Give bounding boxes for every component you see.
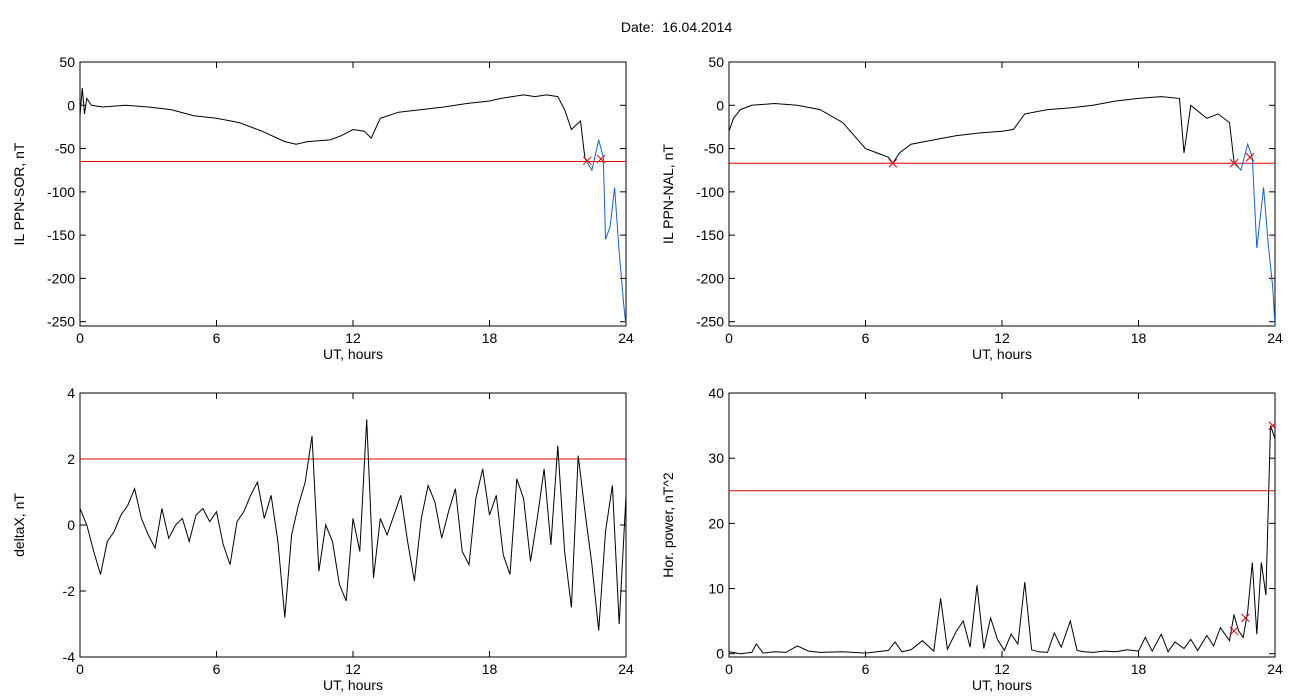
plot-area bbox=[80, 87, 626, 326]
y-tick-label: 30 bbox=[708, 450, 724, 466]
x-tick-label: 0 bbox=[76, 330, 84, 346]
y-tick-label: 50 bbox=[59, 54, 75, 70]
event-marker bbox=[1229, 626, 1239, 636]
x-tick-label: 18 bbox=[482, 661, 498, 677]
x-tick-label: 12 bbox=[994, 330, 1010, 346]
y-tick-label: 40 bbox=[708, 385, 724, 401]
x-tick-label: 6 bbox=[213, 330, 221, 346]
x-tick-label: 0 bbox=[725, 661, 733, 677]
series-line bbox=[80, 419, 626, 631]
date-title: Date: 16.04.2014 bbox=[0, 19, 1300, 35]
y-tick-label: -200 bbox=[696, 270, 724, 286]
x-tick-label: 0 bbox=[725, 330, 733, 346]
x-tick-label: 18 bbox=[1131, 330, 1147, 346]
y-axis-label: IL PPN-NAL, nT bbox=[660, 144, 676, 244]
panel-3: 0 6 12 18 24 4 2 0 -2 -4 UT, hours deltaX, nT bbox=[11, 385, 634, 693]
date-label: Date: bbox=[620, 19, 655, 35]
y-tick-label: 20 bbox=[708, 515, 724, 531]
y-tick-label: 10 bbox=[708, 581, 724, 597]
x-tick-label: 18 bbox=[482, 330, 498, 346]
y-tick-label: -200 bbox=[47, 270, 75, 286]
panel-2: 0 6 12 18 24 50 0 -50 -100 -150 -200 -250 UT, hours I… bbox=[660, 54, 1283, 362]
x-tick-label: 0 bbox=[76, 661, 84, 677]
date-value: 16.04.2014 bbox=[662, 19, 733, 35]
event-marker bbox=[1268, 421, 1275, 430]
x-tick-label: 6 bbox=[862, 330, 870, 346]
series-line bbox=[1233, 142, 1275, 326]
event-marker-stroke bbox=[582, 156, 592, 166]
x-tick-label: 6 bbox=[862, 661, 870, 677]
plot-frame bbox=[728, 392, 1276, 658]
event-marker bbox=[582, 156, 592, 166]
x-axis-label: UT, hours bbox=[323, 677, 383, 693]
y-tick-label: 0 bbox=[716, 646, 724, 662]
plot-area bbox=[729, 96, 1275, 326]
x-tick-label: 12 bbox=[345, 661, 361, 677]
series-line bbox=[584, 139, 626, 326]
panel-4: 0 6 12 18 24 40 30 20 10 0 UT, hours Hor. power, nT… bbox=[660, 385, 1283, 693]
x-axis-label: UT, hours bbox=[972, 677, 1032, 693]
y-tick-label: -250 bbox=[47, 314, 75, 330]
y-tick-label: -2 bbox=[63, 583, 76, 599]
panel-1: 0 6 12 18 24 50 0 -50 -100 -150 -200 -250 UT, hours I… bbox=[11, 54, 634, 362]
event-marker bbox=[1229, 158, 1239, 168]
y-tick-label: -50 bbox=[55, 141, 75, 157]
y-axis-label: IL PPN-SOR, nT bbox=[11, 142, 27, 245]
event-marker-stroke bbox=[1268, 422, 1275, 430]
plot-area bbox=[729, 421, 1275, 655]
x-tick-label: 24 bbox=[1267, 330, 1283, 346]
x-axis-label: UT, hours bbox=[972, 346, 1032, 362]
series-line bbox=[729, 96, 1235, 165]
y-axis-label: deltaX, nT bbox=[11, 493, 27, 557]
x-tick-label: 24 bbox=[1267, 661, 1283, 677]
y-tick-label: 50 bbox=[708, 54, 724, 70]
event-marker-stroke bbox=[888, 158, 898, 168]
x-tick-label: 24 bbox=[618, 661, 634, 677]
x-tick-label: 24 bbox=[618, 330, 634, 346]
event-marker bbox=[1245, 152, 1255, 162]
plot-area bbox=[80, 419, 626, 631]
event-marker bbox=[888, 158, 898, 168]
y-tick-label: -150 bbox=[47, 227, 75, 243]
event-marker bbox=[596, 154, 606, 164]
y-tick-label: 0 bbox=[67, 97, 75, 113]
y-tick-label: -250 bbox=[696, 314, 724, 330]
y-tick-label: 4 bbox=[67, 385, 75, 401]
event-marker-stroke bbox=[596, 154, 606, 164]
y-tick-label: -100 bbox=[696, 184, 724, 200]
x-tick-label: 18 bbox=[1131, 661, 1147, 677]
event-marker-stroke bbox=[1229, 626, 1239, 636]
event-marker-stroke bbox=[1245, 152, 1255, 162]
x-tick-label: 6 bbox=[213, 661, 221, 677]
y-tick-label: -4 bbox=[63, 649, 76, 665]
y-tick-label: -150 bbox=[696, 227, 724, 243]
event-marker bbox=[1241, 613, 1250, 623]
series-line bbox=[80, 87, 586, 159]
x-tick-label: 12 bbox=[994, 661, 1010, 677]
y-tick-label: 0 bbox=[716, 97, 724, 113]
y-tick-label: 2 bbox=[67, 451, 75, 467]
event-marker-stroke bbox=[1229, 158, 1239, 168]
x-axis-label: UT, hours bbox=[323, 346, 383, 362]
plot-frame bbox=[79, 61, 627, 327]
series-line bbox=[729, 425, 1275, 655]
x-tick-label: 12 bbox=[345, 330, 361, 346]
plot-frame bbox=[728, 61, 1276, 327]
plot-frame bbox=[79, 392, 627, 658]
event-marker-stroke bbox=[1241, 613, 1250, 623]
y-tick-label: 0 bbox=[67, 517, 75, 533]
y-axis-label: Hor. power, nT^2 bbox=[660, 472, 676, 578]
y-tick-label: -100 bbox=[47, 184, 75, 200]
y-tick-label: -50 bbox=[704, 141, 724, 157]
